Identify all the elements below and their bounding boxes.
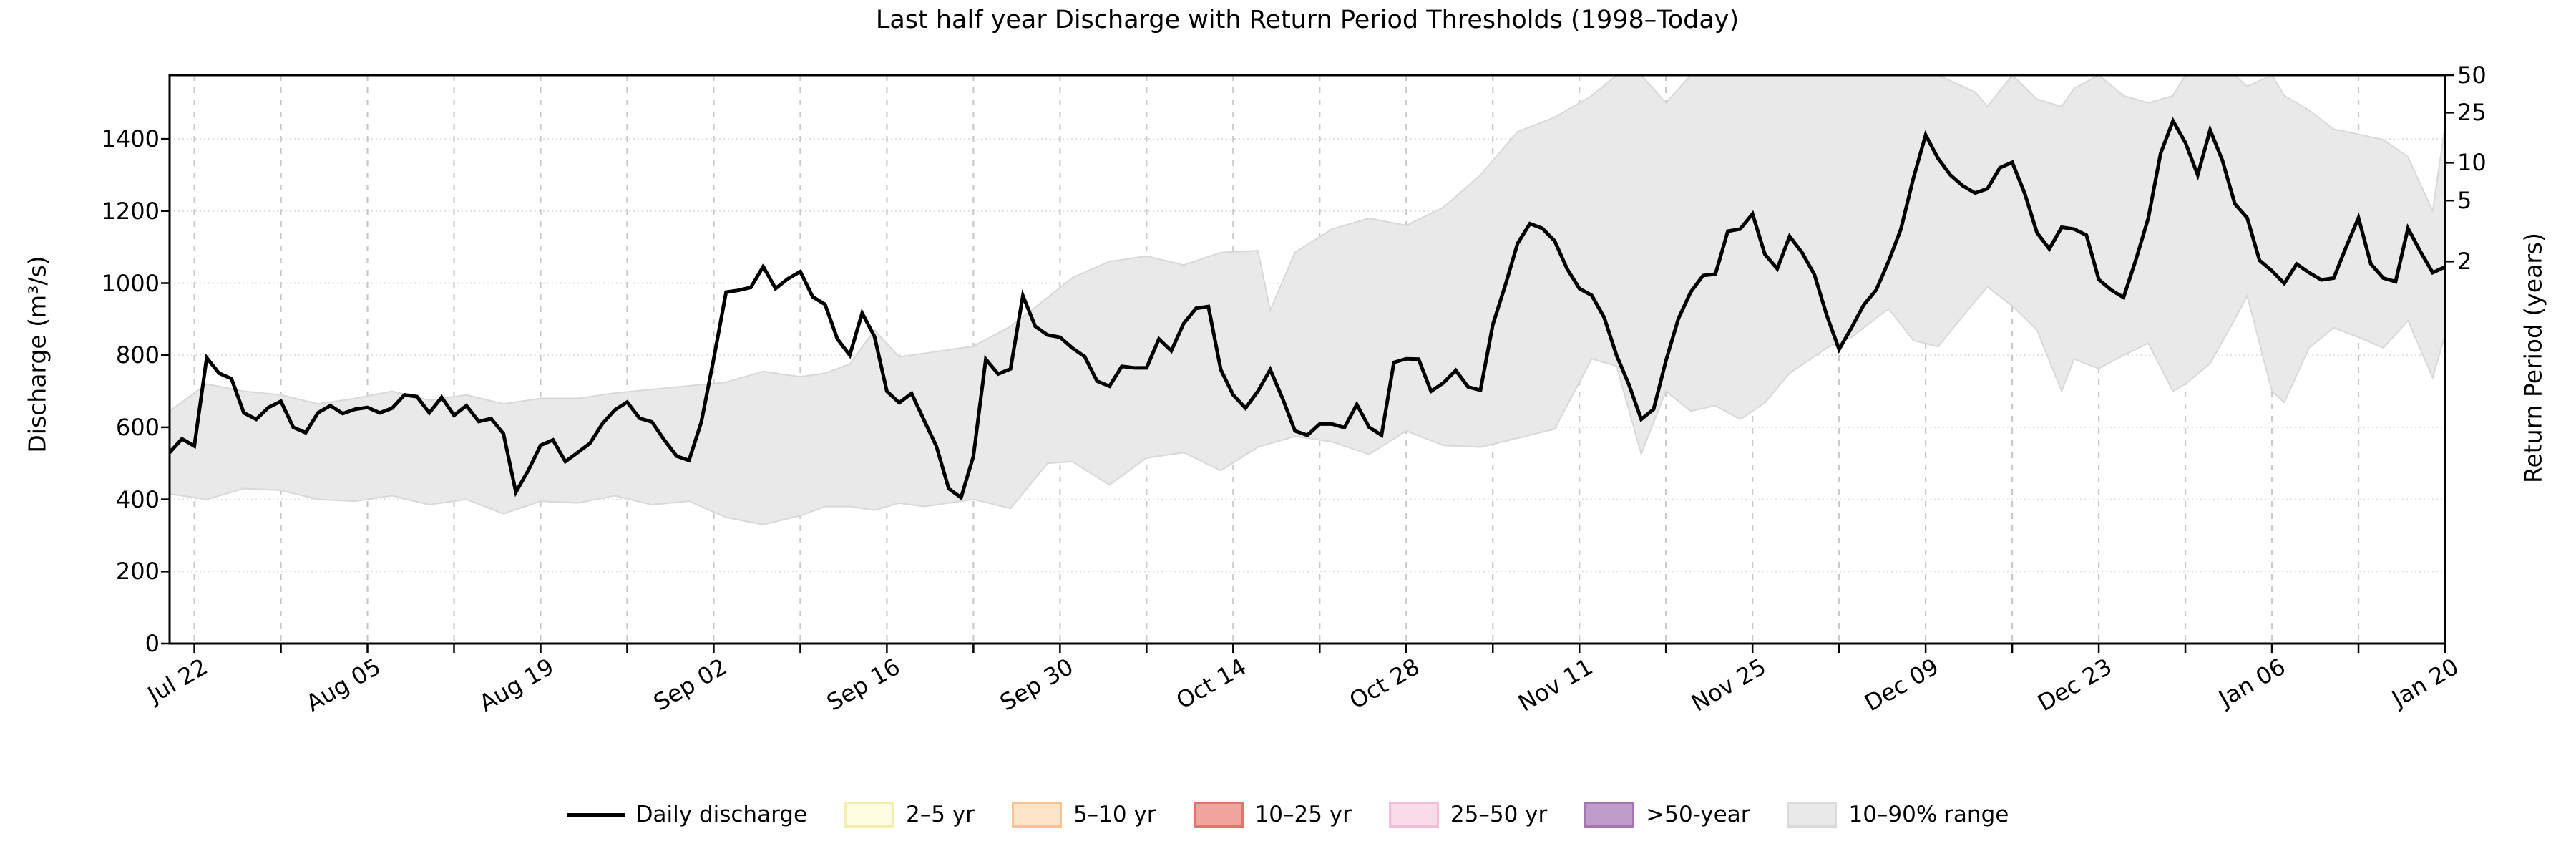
legend-patch-swatch [1011,802,1062,828]
legend-label: 10–25 yr [1254,802,1352,828]
legend-patch-swatch [1388,802,1439,828]
y-axis-tick-label: 800 [115,341,160,369]
legend-item: 2–5 yr [844,802,975,828]
legend-item: Daily discharge [567,802,807,828]
legend-patch-swatch [1584,802,1635,828]
discharge-line [170,117,2445,501]
y-axis-tick-label: 1000 [101,269,160,297]
legend-label: Daily discharge [635,802,808,828]
legend-patch-swatch [1787,802,1838,828]
legend-label: 2–5 yr [906,802,975,828]
right-axis-tick-label: 25 [2457,99,2487,127]
percentile-band [170,75,2445,525]
chart-title: Last half year Discharge with Return Per… [875,6,1740,34]
y-axis-tick-label: 600 [115,413,160,441]
legend-label: >50-year [1646,802,1750,828]
legend-item: 10–90% range [1787,802,2009,828]
legend-line-swatch [567,812,625,817]
y-axis-tick-label: 0 [145,630,160,657]
right-axis-tick-label: 5 [2457,187,2472,215]
legend-item: 25–50 yr [1388,802,1548,828]
legend-patch-swatch [1193,802,1244,828]
legend: Daily discharge 2–5 yr 5–10 yr 10–25 yr 25–5… [0,802,2576,828]
legend-item: >50-year [1584,802,1750,828]
y-axis-tick-label: 200 [115,558,160,586]
plot-border [168,74,2446,645]
right-axis-tick-label: 10 [2457,149,2487,177]
legend-label: 25–50 yr [1450,802,1548,828]
y-axis-tick-label: 400 [115,485,160,513]
legend-label: 10–90% range [1848,802,2009,828]
y-axis-tick-label: 1200 [101,197,160,225]
right-axis-tick-label: 2 [2457,248,2472,276]
legend-label: 5–10 yr [1073,802,1156,828]
legend-patch-swatch [844,802,895,828]
right-axis-tick-label: 50 [2457,62,2487,89]
legend-item: 5–10 yr [1011,802,1156,828]
legend-item: 10–25 yr [1193,802,1352,828]
y-axis-tick-label: 1400 [101,125,160,153]
